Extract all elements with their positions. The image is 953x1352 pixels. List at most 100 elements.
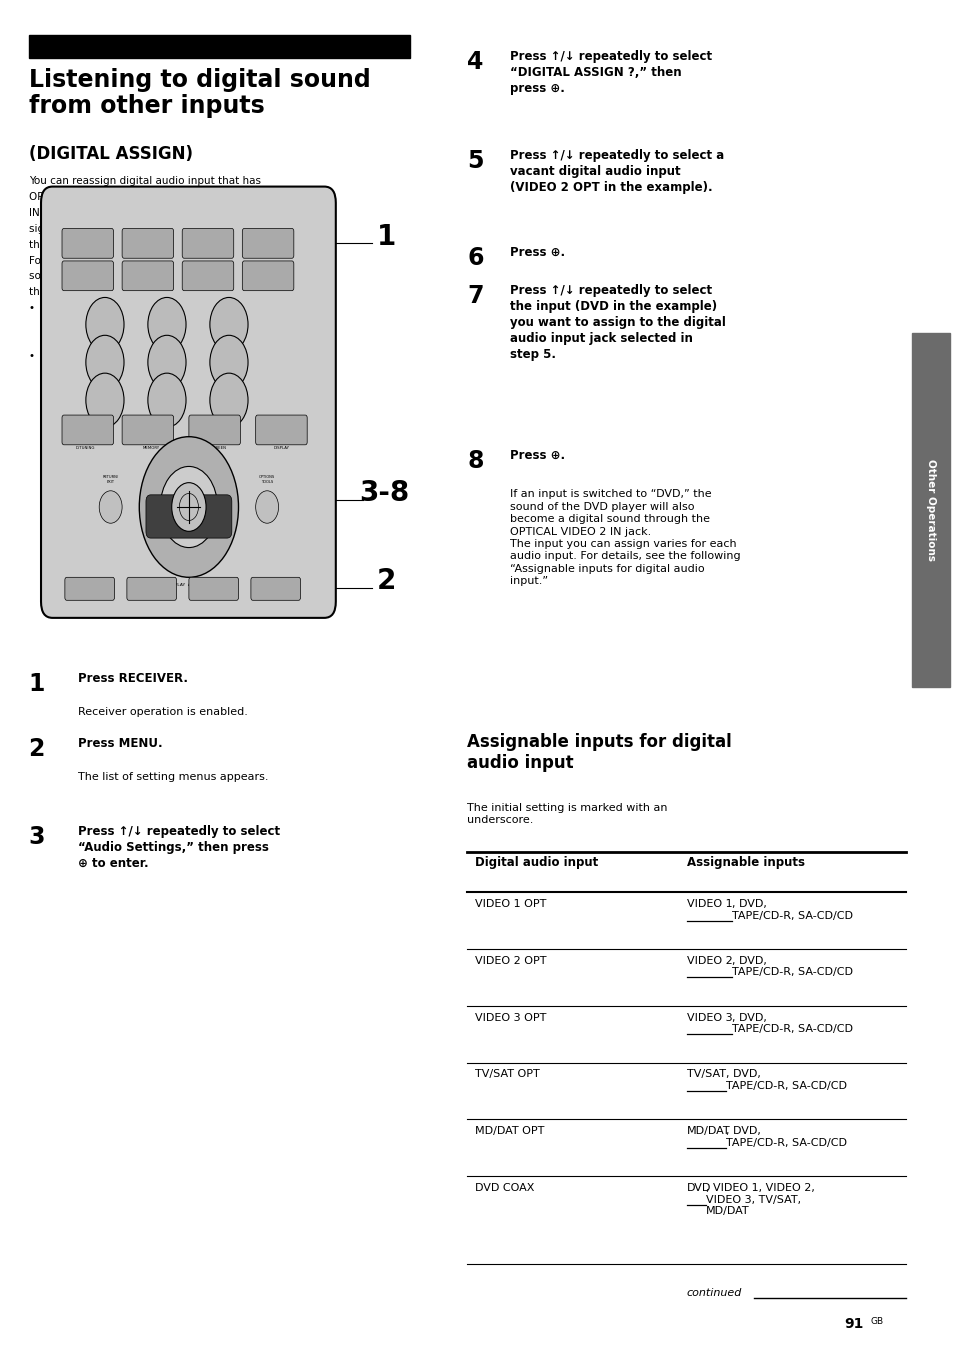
Text: D.TUNING: D.TUNING (75, 446, 94, 450)
Text: RECEIVER: RECEIVER (257, 242, 278, 245)
Text: sound source for the digital audio input using: sound source for the digital audio input… (29, 272, 266, 281)
Text: DISPLAY: DISPLAY (274, 446, 289, 450)
Circle shape (139, 437, 238, 577)
Circle shape (172, 483, 206, 531)
Text: 6: 6 (467, 246, 483, 270)
Text: Assignable inputs: Assignable inputs (686, 856, 804, 869)
Text: they are not currently being used.: they are not currently being used. (29, 239, 207, 250)
Text: signals to another input (VIDEO 2 etc.) when: signals to another input (VIDEO 2 etc.) … (29, 223, 261, 234)
Text: Receiver operation is enabled.: Receiver operation is enabled. (78, 707, 248, 717)
Bar (29, 35, 410, 58)
Text: DIGITAL ASSIGN setting.: DIGITAL ASSIGN setting. (29, 368, 168, 377)
Text: REPLAY  ADVANCE: REPLAY ADVANCE (169, 583, 209, 587)
FancyBboxPatch shape (189, 415, 240, 445)
Text: VIDEO 1: VIDEO 1 (686, 899, 732, 909)
Bar (911, 333, 949, 687)
Circle shape (255, 491, 278, 523)
Text: •  Connect the optical output jack of the DVD: • Connect the optical output jack of the… (29, 303, 265, 314)
Text: MENU ►: MENU ► (175, 514, 202, 519)
Circle shape (148, 297, 186, 352)
Text: Press ↑/↓ repeatedly to select a
vacant digital audio input
(VIDEO 2 OPT in the : Press ↑/↓ repeatedly to select a vacant … (510, 149, 724, 193)
Text: ENTER: ENTER (274, 429, 289, 431)
Text: MUSIC: MUSIC (260, 273, 275, 279)
Text: 91: 91 (843, 1317, 862, 1330)
FancyBboxPatch shape (242, 228, 294, 258)
Text: 8: 8 (164, 396, 170, 404)
Text: 3-8: 3-8 (359, 480, 410, 507)
Circle shape (210, 297, 248, 352)
FancyBboxPatch shape (122, 415, 173, 445)
Circle shape (148, 335, 186, 389)
Text: 5: 5 (467, 149, 483, 173)
Text: 0/10: 0/10 (210, 429, 219, 431)
Text: 4: 4 (102, 358, 108, 366)
Text: Listening to digital sound
from other inputs: Listening to digital sound from other in… (29, 68, 370, 119)
Text: player and the OPTICAL VIDEO 2 IN jack: player and the OPTICAL VIDEO 2 IN jack (29, 319, 250, 330)
Text: GB: GB (869, 1317, 882, 1326)
Text: 2: 2 (376, 568, 395, 595)
Text: SLEEP: SLEEP (201, 242, 214, 245)
Text: MEMORY: MEMORY (143, 446, 160, 450)
Text: 8: 8 (467, 449, 483, 473)
Text: IN, TV/SAT IN, MD/DAT IN, SA-CD/CD IN): IN, TV/SAT IN, MD/DAT IN, SA-CD/CD IN) (29, 208, 234, 218)
FancyBboxPatch shape (251, 577, 300, 600)
Text: Press RECEIVER.: Press RECEIVER. (78, 672, 188, 685)
Text: MD/DAT: MD/DAT (686, 1126, 730, 1136)
FancyBboxPatch shape (127, 577, 176, 600)
Text: 3: 3 (226, 320, 232, 329)
Text: 2CH: 2CH (83, 273, 92, 279)
Text: MOVIE: MOVIE (200, 273, 215, 279)
Circle shape (210, 335, 248, 389)
Text: Press ⊕.: Press ⊕. (510, 246, 565, 260)
FancyBboxPatch shape (62, 415, 113, 445)
Text: DVD COAX: DVD COAX (475, 1183, 534, 1192)
Text: You can reassign digital audio input that has: You can reassign digital audio input tha… (29, 176, 260, 185)
Text: Press ↑/↓ repeatedly to select
“Audio Settings,” then press
⊕ to enter.: Press ↑/↓ repeatedly to select “Audio Se… (78, 825, 280, 869)
Text: (DIGITAL ASSIGN): (DIGITAL ASSIGN) (29, 145, 193, 162)
Circle shape (99, 491, 122, 523)
Text: , DVD,
TAPE/CD-R, SA-CD/CD: , DVD, TAPE/CD-R, SA-CD/CD (732, 1013, 852, 1034)
FancyBboxPatch shape (122, 261, 173, 291)
FancyBboxPatch shape (122, 228, 173, 258)
Text: VIDEO 2 OPT: VIDEO 2 OPT (475, 956, 546, 965)
Circle shape (86, 335, 124, 389)
FancyBboxPatch shape (189, 577, 238, 600)
Text: Other Operations: Other Operations (925, 458, 935, 561)
FancyBboxPatch shape (41, 187, 335, 618)
Text: , DVD,
TAPE/CD-R, SA-CD/CD: , DVD, TAPE/CD-R, SA-CD/CD (732, 956, 852, 977)
Text: , DVD,
TAPE/CD-R, SA-CD/CD: , DVD, TAPE/CD-R, SA-CD/CD (725, 1069, 846, 1091)
Text: 2: 2 (29, 737, 45, 761)
Text: 4: 4 (467, 50, 483, 74)
Text: 1: 1 (376, 223, 395, 250)
FancyBboxPatch shape (182, 228, 233, 258)
Text: The list of setting menus appears.: The list of setting menus appears. (78, 772, 269, 781)
Text: 7: 7 (467, 284, 483, 308)
Text: Press ⊕.: Press ⊕. (510, 449, 565, 462)
Text: , VIDEO 1, VIDEO 2,
VIDEO 3, TV/SAT,
MD/DAT: , VIDEO 1, VIDEO 2, VIDEO 3, TV/SAT, MD/… (705, 1183, 815, 1217)
Text: 1: 1 (29, 672, 45, 696)
Text: 2: 2 (164, 320, 170, 329)
Text: 1: 1 (102, 320, 108, 329)
FancyBboxPatch shape (255, 415, 307, 445)
Text: VIDEO 1 OPT: VIDEO 1 OPT (475, 899, 546, 909)
Text: 6: 6 (226, 358, 232, 366)
Text: CLEAR: CLEAR (141, 429, 154, 431)
Text: 7: 7 (102, 396, 108, 404)
Text: 9: 9 (226, 396, 232, 404)
Text: , DVD,
TAPE/CD-R, SA-CD/CD: , DVD, TAPE/CD-R, SA-CD/CD (732, 899, 852, 921)
Text: Press ↑/↓ repeatedly to select
“DIGITAL ASSIGN ?,” then
press ⊕.: Press ↑/↓ repeatedly to select “DIGITAL … (510, 50, 712, 95)
Text: A.DIRECT: A.DIRECT (137, 242, 158, 245)
Text: DVD: DVD (686, 1183, 711, 1192)
Text: 5: 5 (164, 358, 170, 366)
Text: OPTICAL or COAXIAL (VIDEO 1 IN, DVD: OPTICAL or COAXIAL (VIDEO 1 IN, DVD (29, 192, 229, 201)
Text: If an input is switched to “DVD,” the
sound of the DVD player will also
become a: If an input is switched to “DVD,” the so… (510, 489, 740, 587)
Text: continued: continued (686, 1288, 741, 1298)
Text: ON SCREEN: ON SCREEN (203, 446, 226, 450)
Text: VIDEO 2: VIDEO 2 (686, 956, 732, 965)
Text: Assignable inputs for digital
audio input: Assignable inputs for digital audio inpu… (467, 733, 732, 772)
Text: •  Assign “VIDEO 2 OPT” to “DVD” in the: • Assign “VIDEO 2 OPT” to “DVD” in the (29, 352, 239, 361)
Text: RETURN/
EXIT: RETURN/ EXIT (103, 476, 118, 484)
Text: the OPTICAL IN jack on the receiver, then:: the OPTICAL IN jack on the receiver, the… (29, 288, 248, 297)
Circle shape (86, 297, 124, 352)
Text: The initial setting is marked with an
underscore.: The initial setting is marked with an un… (467, 803, 667, 826)
